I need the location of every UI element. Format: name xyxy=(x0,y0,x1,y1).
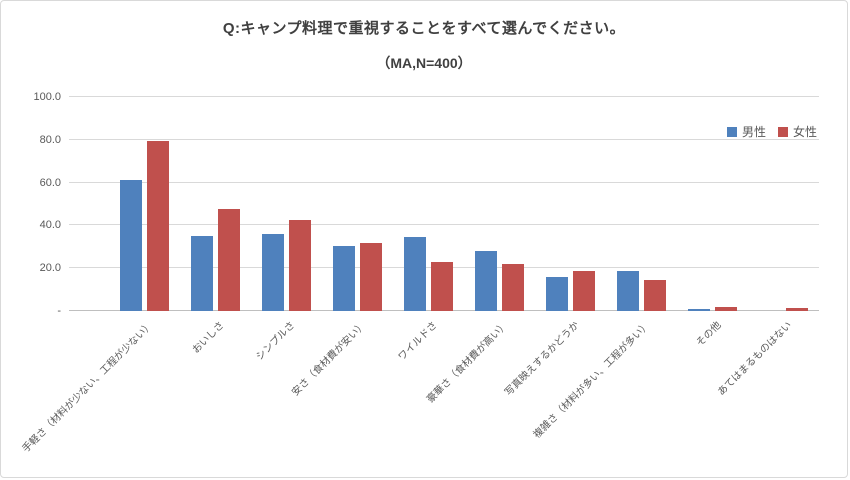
bar-女性 xyxy=(147,140,169,311)
category-label: シンプルさ xyxy=(254,319,298,363)
y-tick-label: 20.0 xyxy=(39,262,61,275)
bar-男性 xyxy=(262,233,284,311)
legend-label: 女性 xyxy=(792,125,817,139)
category-label: 写真映えするかどうか xyxy=(502,319,582,399)
y-tick-label: 40.0 xyxy=(39,219,61,232)
bar-group: シンプルさ xyxy=(251,97,322,363)
bar-男性 xyxy=(333,245,355,311)
category-label: 安さ（食材費が安い） xyxy=(289,319,369,399)
bar-女性 xyxy=(289,220,311,311)
bar-男性 xyxy=(617,271,639,311)
bar-男性 xyxy=(404,237,426,311)
category-label: あてはまるものはない xyxy=(715,319,795,399)
legend-label: 男性 xyxy=(741,125,766,139)
legend-item: 女性 xyxy=(777,123,817,140)
bar-group: 豪華さ（食材費が高い） xyxy=(425,97,535,405)
bar-男性 xyxy=(191,236,213,311)
legend-swatch xyxy=(726,126,737,137)
bar-男性 xyxy=(546,276,568,311)
y-tick-label: 100.0 xyxy=(33,91,61,103)
bar-女性 xyxy=(502,263,524,311)
bar-女性 xyxy=(644,279,666,311)
chart-title: Q:キャンプ料理で重視することをすべて選んでください。 xyxy=(222,20,626,37)
legend: 男性 女性 xyxy=(726,123,817,140)
bar-group: ワイルドさ xyxy=(393,97,464,363)
bar-男性 xyxy=(120,180,142,311)
legend-item: 男性 xyxy=(726,123,766,140)
gridline xyxy=(69,96,819,97)
bar-女性 xyxy=(786,307,808,311)
plot-area: 手軽さ（材料が少ない、工程が少ない） おいしさ シンプルさ 安さ（食材費が安い） ワイル… xyxy=(20,91,819,455)
y-tick-label: - xyxy=(57,305,61,317)
category-label: ワイルドさ xyxy=(395,319,440,363)
bar-group: 安さ（食材費が安い） xyxy=(290,97,393,398)
y-tick-label: 80.0 xyxy=(39,133,61,146)
legend-swatch xyxy=(777,126,788,137)
category-label: 手軽さ（材料が少ない、工程が少ない） xyxy=(20,319,156,455)
bar-group: 手軽さ（材料が少ない、工程が少ない） xyxy=(20,97,180,455)
bar-女性 xyxy=(715,307,737,311)
bar-女性 xyxy=(218,209,240,311)
category-label: おいしさ xyxy=(190,319,227,356)
bar-group: おいしさ xyxy=(180,97,251,356)
y-tick-label: 60.0 xyxy=(39,176,61,189)
gridline xyxy=(69,224,819,226)
chart-subtitle: （MA,N=400） xyxy=(376,55,472,71)
bar-男性 xyxy=(688,309,710,311)
bar-女性 xyxy=(573,271,595,311)
bar-group: その他 xyxy=(677,97,748,349)
gridline xyxy=(69,181,819,183)
bar-女性 xyxy=(360,242,382,311)
gridline xyxy=(69,138,819,140)
bar-男性 xyxy=(475,251,497,311)
bar-group: 複雑さ（材料が多い、工程が多い） xyxy=(531,97,677,441)
category-label: その他 xyxy=(694,319,724,349)
bar-女性 xyxy=(431,261,453,311)
bar-group: 写真映えするかどうか xyxy=(503,97,606,398)
bar-group: あてはまるものはない xyxy=(716,97,819,398)
bars-container: 手軽さ（材料が少ない、工程が少ない） おいしさ シンプルさ 安さ（食材費が安い） ワイル… xyxy=(20,97,819,455)
category-label: 複雑さ（材料が多い、工程が多い） xyxy=(531,319,653,441)
